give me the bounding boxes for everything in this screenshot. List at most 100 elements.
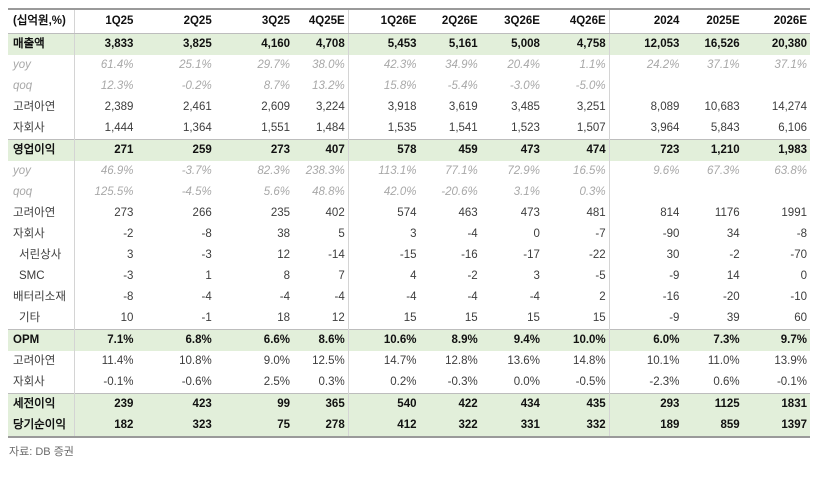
value-cell: 5,843 <box>710 122 740 134</box>
value-cell: -14 <box>328 249 345 261</box>
value-cell: 9.0% <box>263 355 291 367</box>
value-cell: 239 <box>73 393 137 415</box>
value-cell: -4 <box>201 291 212 303</box>
column-header-cell: 3Q26E <box>480 9 543 34</box>
table-row: yoy 61.4% 25.1% 29.7% 38.0% 42.3% 34.9% 20.4% 1.… <box>8 55 810 76</box>
table-row: 기타 10 -1 18 12 15 15 15 15 -9 39 60 <box>8 308 810 330</box>
value-cell: 24.2% <box>608 55 683 76</box>
value-cell: 1991 <box>781 207 807 219</box>
value-cell: 6,106 <box>778 122 807 134</box>
table-row: 고려아연 273 266 235 402 574 463 473 481 814 1176 1991 <box>8 203 810 224</box>
table-row: 영업이익 271 259 273 407 578 459 473 474 723 1,210 1,98… <box>8 139 810 161</box>
value-cell: 12 <box>277 249 291 261</box>
value-cell: 3,251 <box>576 101 606 113</box>
value-cell: 9.6% <box>608 161 683 182</box>
value-cell: 3,833 <box>73 33 137 55</box>
column-header-cell: 3Q25 <box>214 9 294 34</box>
value-cell: 13.2% <box>312 80 345 92</box>
value-cell: 473 <box>520 207 540 219</box>
value-cell: 2,389 <box>73 97 137 118</box>
value-cell: 0 <box>533 228 540 240</box>
value-cell: 473 <box>480 139 543 161</box>
value-cell: 273 <box>214 139 294 161</box>
value-cell: -15 <box>347 245 420 266</box>
value-cell: 29.7% <box>257 59 291 71</box>
value-cell: 15 <box>464 312 478 324</box>
value-cell: 14.7% <box>347 351 420 372</box>
value-cell: 67.3% <box>707 165 740 177</box>
value-cell: 423 <box>136 393 215 415</box>
value-cell: 1176 <box>714 207 740 219</box>
value-cell: 481 <box>586 207 606 219</box>
table-row: 자회사 -0.1% -0.6% 2.5% 0.3% 0.2% -0.3% 0.0% -0.5% -… <box>8 372 810 394</box>
row-label-cell: 고려아연 <box>13 355 56 367</box>
value-cell: 4,758 <box>542 33 610 55</box>
value-cell: 2.5% <box>263 376 291 388</box>
value-cell: 859 <box>682 415 743 437</box>
value-cell: 1,364 <box>182 122 212 134</box>
value-cell: 15 <box>527 312 540 324</box>
value-cell: -8 <box>201 228 212 240</box>
source-note: 자료: DB 증권 <box>9 446 74 458</box>
value-cell: 578 <box>347 139 420 161</box>
value-cell: 9.4% <box>480 329 543 351</box>
column-header-cell: 1Q25 <box>73 9 137 34</box>
row-label-cell: 당기순이익 <box>8 415 75 437</box>
value-cell: 3 <box>347 224 420 245</box>
table-row: 고려아연 2,389 2,461 2,609 3,224 3,918 3,619 3,485 3… <box>8 97 810 118</box>
value-cell: -9 <box>608 308 683 330</box>
column-header-cell: 2026E <box>742 9 810 34</box>
row-label-cell: yoy <box>13 165 31 177</box>
header-row: (십억원,%) 1Q25 2Q25 3Q25 4Q25E 1Q26E 2Q26E 3Q26E 4… <box>8 9 810 34</box>
value-cell: 0.3% <box>318 376 345 388</box>
value-cell: 37.1% <box>774 59 807 71</box>
value-cell: -4 <box>529 291 540 303</box>
value-cell: 5.6% <box>263 186 291 198</box>
value-cell: 39 <box>726 312 740 324</box>
value-cell: 15 <box>592 312 606 324</box>
value-cell: 422 <box>419 393 481 415</box>
value-cell: -4 <box>467 228 478 240</box>
value-cell: 63.8% <box>774 165 807 177</box>
value-cell: 10.1% <box>608 351 683 372</box>
table-header: (십억원,%) 1Q25 2Q25 3Q25 4Q25E 1Q26E 2Q26E 3Q26E 4… <box>8 9 810 34</box>
table-row: 자회사 -2 -8 38 5 3 -4 0 -7 -90 34 -8 <box>8 224 810 245</box>
value-cell: 0 <box>800 270 807 282</box>
value-cell: 259 <box>136 139 215 161</box>
value-cell: 365 <box>293 393 349 415</box>
value-cell: 0.0% <box>513 376 540 388</box>
table-row: 서린상사 3 -3 12 -14 -15 -16 -17 -22 30 -2 -70 <box>8 245 810 266</box>
value-cell: 30 <box>608 245 683 266</box>
value-cell: 14,274 <box>771 101 807 113</box>
value-cell <box>682 182 742 203</box>
table-row: 당기순이익 182 323 75 278 412 322 331 332 189 859 1397 <box>8 415 810 437</box>
value-cell: -10 <box>790 291 807 303</box>
value-cell: 3.1% <box>513 186 540 198</box>
value-cell: 238.3% <box>305 165 345 177</box>
value-cell: 474 <box>542 139 610 161</box>
row-label-cell: yoy <box>13 59 31 71</box>
value-cell: 20.4% <box>507 59 540 71</box>
value-cell: 182 <box>73 415 137 437</box>
value-cell: 1,484 <box>315 122 345 134</box>
value-cell: 113.1% <box>347 161 420 182</box>
value-cell: 10.8% <box>179 355 212 367</box>
value-cell: 16,526 <box>682 33 743 55</box>
value-cell: 1,535 <box>347 118 420 140</box>
value-cell: -5 <box>595 270 606 282</box>
column-header-cell: 4Q25E <box>293 9 349 34</box>
value-cell: 3,964 <box>608 118 683 140</box>
value-cell: 6.0% <box>608 329 683 351</box>
value-cell: -2.3% <box>608 372 683 394</box>
table-row: 배터리소재 -8 -4 -4 -4 -4 -4 -4 2 -16 -20 -10 <box>8 287 810 308</box>
value-cell: 7 <box>338 270 345 282</box>
value-cell: 34 <box>726 228 740 240</box>
value-cell <box>608 76 683 97</box>
value-cell: 72.9% <box>507 165 540 177</box>
value-cell: 412 <box>347 415 420 437</box>
value-cell: 12.8% <box>445 355 478 367</box>
row-label-cell: OPM <box>8 329 75 351</box>
value-cell: 12.5% <box>312 355 345 367</box>
value-cell: 5,161 <box>419 33 481 55</box>
value-cell <box>608 182 683 203</box>
